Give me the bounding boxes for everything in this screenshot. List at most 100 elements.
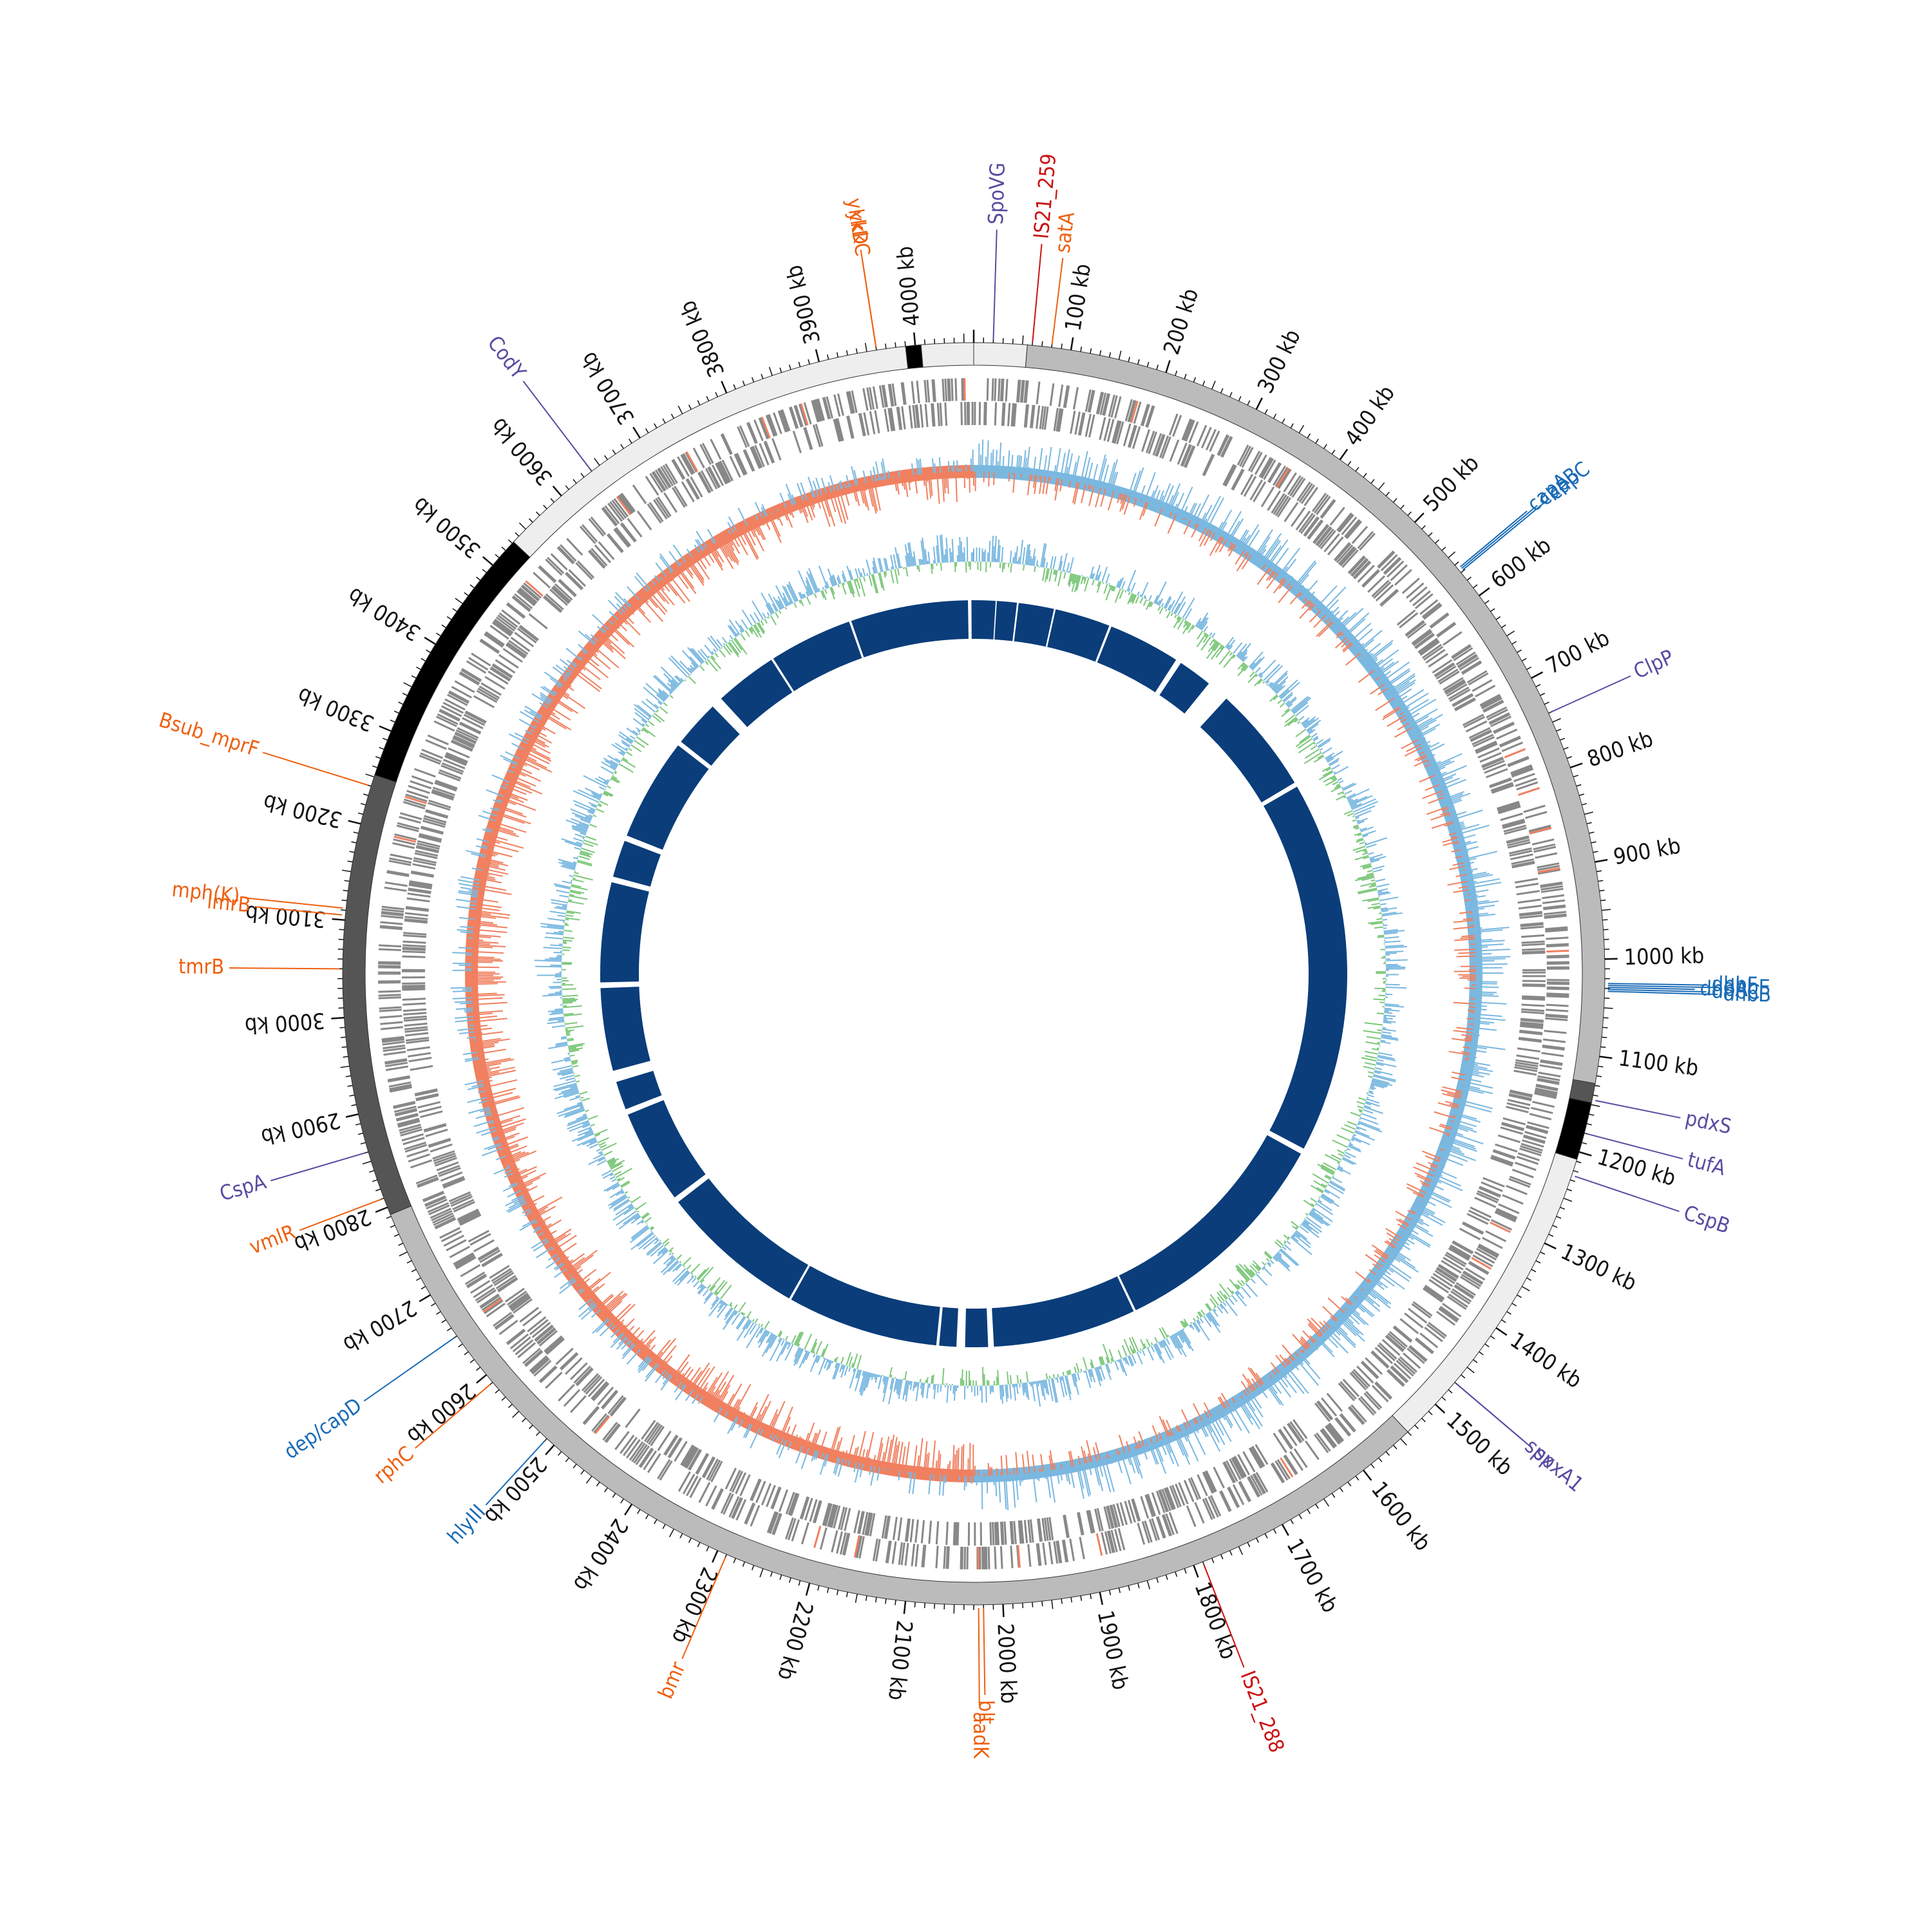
scale-tick xyxy=(1454,561,1459,566)
scale-tick xyxy=(495,554,500,558)
scale-tick xyxy=(565,485,569,490)
scale-tick xyxy=(706,1546,710,1551)
tick-label: 700 kb xyxy=(1542,625,1614,680)
scale-tick xyxy=(399,1251,408,1256)
scale-tick xyxy=(339,1027,345,1028)
gene-label: SpoVG xyxy=(983,162,1010,225)
blast-segment xyxy=(1014,603,1054,647)
scale-tick xyxy=(1165,360,1171,373)
scale-tick xyxy=(1032,1602,1034,1607)
annotation-leader xyxy=(1459,510,1528,567)
annotation-leader xyxy=(1551,675,1631,713)
scale-tick xyxy=(1090,348,1092,354)
scale-tick xyxy=(636,1509,641,1514)
scale-tick xyxy=(1307,433,1311,439)
scale-tick xyxy=(372,1179,377,1182)
tick-label: 300 kb xyxy=(1253,325,1306,397)
scale-tick xyxy=(798,361,801,367)
scale-tick xyxy=(1307,1509,1311,1514)
scale-tick xyxy=(1552,1225,1558,1228)
tick-label: 800 kb xyxy=(1584,726,1657,772)
scale-tick xyxy=(1566,756,1572,759)
scale-tick xyxy=(482,569,487,573)
annotation-leader xyxy=(229,967,340,970)
scale-tick xyxy=(1229,1550,1233,1556)
outer-ring-segment xyxy=(920,342,974,368)
scale-tick xyxy=(344,880,350,882)
scale-tick xyxy=(768,366,773,376)
scale-tick xyxy=(1290,423,1294,428)
scale-tick xyxy=(1421,1417,1426,1423)
scale-tick xyxy=(742,1561,746,1567)
scale-tick xyxy=(846,1592,848,1598)
scale-tick xyxy=(1137,359,1140,365)
scale-tick xyxy=(1591,841,1596,844)
scale-tick xyxy=(1586,822,1592,824)
scale-tick xyxy=(565,1457,569,1463)
annotation-leader xyxy=(983,1607,986,1695)
scale-tick xyxy=(1560,1207,1566,1210)
scale-tick xyxy=(436,1311,441,1315)
scale-tick xyxy=(501,1396,506,1401)
scale-tick xyxy=(1563,1197,1573,1202)
scale-tick xyxy=(1393,498,1397,503)
blast-segment xyxy=(1047,609,1110,662)
scale-tick xyxy=(357,812,363,815)
scale-tick xyxy=(805,1582,811,1596)
scale-tick xyxy=(1414,512,1425,523)
scale-tick xyxy=(507,539,513,544)
tick-label: 1300 kb xyxy=(1557,1239,1640,1296)
gene-label: spxA1 xyxy=(1529,1441,1588,1497)
tick-label: 2300 kb xyxy=(667,1564,723,1647)
scale-tick xyxy=(1165,1575,1168,1580)
scale-tick xyxy=(1229,392,1233,397)
scale-tick xyxy=(1323,1498,1330,1507)
scale-tick xyxy=(1582,1142,1587,1145)
scale-tick xyxy=(752,377,755,383)
scale-tick xyxy=(864,343,867,352)
annotation-leader xyxy=(1607,983,1707,986)
gene-label: tufA xyxy=(1685,1147,1728,1180)
scale-tick xyxy=(415,667,421,670)
scale-tick xyxy=(620,1498,624,1504)
scale-tick xyxy=(415,1277,421,1281)
scale-tick xyxy=(1586,1123,1592,1126)
scale-tick xyxy=(1601,909,1611,911)
outer-ring-segment xyxy=(1555,1097,1592,1160)
scale-tick xyxy=(441,1319,446,1323)
tick-label: 2100 kb xyxy=(883,1619,917,1701)
outer-region-ring xyxy=(342,342,1605,1605)
scale-tick xyxy=(1576,1160,1582,1164)
scale-tick xyxy=(1331,450,1336,455)
scale-tick xyxy=(431,1303,436,1307)
scale-tick xyxy=(580,473,585,478)
scale-tick xyxy=(1535,1260,1541,1264)
scale-tick xyxy=(1569,762,1583,769)
scale-tick xyxy=(1596,1075,1602,1077)
scale-tick xyxy=(1552,717,1561,723)
scale-tick xyxy=(426,649,431,653)
scale-tick xyxy=(1563,746,1569,750)
scale-tick xyxy=(1156,1577,1159,1583)
scale-tick xyxy=(1531,671,1544,679)
scale-tick xyxy=(1193,377,1196,383)
blast-segment xyxy=(600,882,649,983)
scale-tick xyxy=(1578,793,1584,796)
scale-tick xyxy=(855,1594,858,1604)
scale-tick xyxy=(1584,811,1593,815)
gene-label: ClpP xyxy=(1630,645,1678,684)
annotation-leader xyxy=(522,381,591,469)
scale-tick xyxy=(688,404,692,410)
scale-tick xyxy=(865,1595,867,1601)
gene-label: aadK xyxy=(969,1712,994,1759)
scale-tick xyxy=(733,1558,736,1564)
scale-tick xyxy=(345,1113,359,1118)
blast-segment xyxy=(965,1308,989,1347)
blast-segment xyxy=(773,621,862,692)
scale-tick xyxy=(341,899,347,902)
blast-segment xyxy=(681,706,740,766)
scale-tick xyxy=(543,504,547,509)
scale-tick xyxy=(1473,584,1478,589)
scale-tick xyxy=(1211,1558,1215,1564)
